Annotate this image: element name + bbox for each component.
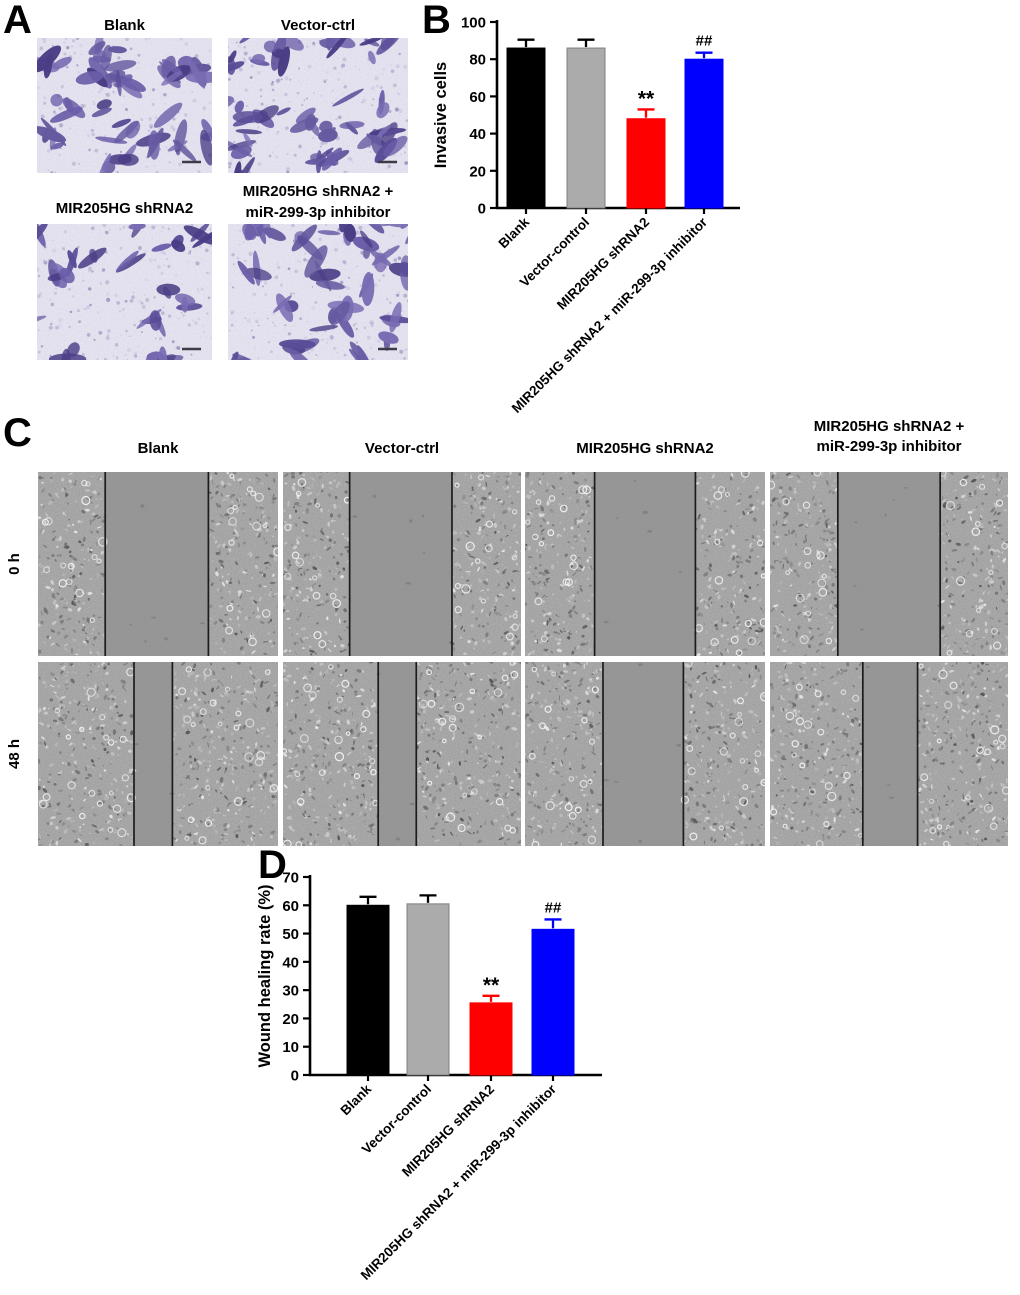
y-tick-label: 50 xyxy=(282,926,299,943)
panel-a-title-shrna2-inhibitor-line2: miR-299-3p inhibitor xyxy=(245,204,391,221)
panel-a-title-vector-ctrl: Vector-ctrl xyxy=(228,16,408,36)
chart-wound-healing-rate: 010203040506070BlankVector-control**MIR2… xyxy=(256,870,602,1283)
bar xyxy=(469,1002,513,1076)
panel-c-head-shrna2-inhibitor: MIR205HG shRNA2 + miR-299-3p inhibitor xyxy=(770,417,1008,457)
panel-c-head-blank-text: Blank xyxy=(137,440,179,457)
panel-a-label: A xyxy=(3,0,32,42)
bar xyxy=(684,58,724,209)
significance-annotation: ## xyxy=(696,33,713,50)
stained-cells xyxy=(228,38,408,173)
panel-c-head-shrna2-text: MIR205HG shRNA2 xyxy=(576,440,714,457)
y-axis-title: Wound healing rate (%) xyxy=(256,884,274,1067)
bar xyxy=(406,903,450,1076)
panel-b-label: B xyxy=(422,0,451,42)
y-tick-label: 20 xyxy=(282,1011,299,1028)
micrograph-invasion-vector-ctrl xyxy=(228,38,408,173)
panel-c-head-blank: Blank xyxy=(38,439,278,459)
bar xyxy=(506,47,546,209)
y-tick-label: 20 xyxy=(469,163,486,180)
panel-c-head-shrna2-inhibitor-line1: MIR205HG shRNA2 + xyxy=(813,418,965,435)
micrograph-wound-0h-shrna2-inhibitor xyxy=(770,472,1008,656)
y-tick-label: 0 xyxy=(478,201,486,218)
micrograph-invasion-shrna2-inhibitor xyxy=(228,224,408,360)
micrograph-wound-0h-shrna2 xyxy=(525,472,765,656)
micrograph-invasion-shrna2 xyxy=(37,224,212,360)
cell-monolayer-texture xyxy=(171,662,278,846)
y-tick-label: 30 xyxy=(282,983,299,1000)
micrograph-invasion-blank xyxy=(37,38,212,173)
micrograph-wound-48h-vector-ctrl xyxy=(283,662,521,846)
cell-monolayer-texture xyxy=(770,472,840,656)
panel-c-label: C xyxy=(3,411,32,455)
significance-annotation: ** xyxy=(638,87,655,110)
micrograph-wound-48h-shrna2-inhibitor xyxy=(770,662,1008,846)
y-tick-label: 40 xyxy=(469,126,486,143)
cell-monolayer-texture xyxy=(415,662,521,846)
y-tick-label: 80 xyxy=(469,52,486,69)
y-tick-label: 60 xyxy=(469,89,486,106)
panel-a-title-vector-ctrl-text: Vector-ctrl xyxy=(280,17,356,34)
panel-a-title-shrna2-text: MIR205HG shRNA2 xyxy=(55,200,194,217)
panel-c-rowlabel-48h: 48 h xyxy=(6,739,23,770)
panel-c-head-vector-ctrl: Vector-ctrl xyxy=(283,439,521,459)
micrograph-wound-0h-vector-ctrl xyxy=(283,472,521,656)
y-tick-label: 0 xyxy=(291,1068,299,1085)
panel-a-title-shrna2-inhibitor-line1: MIR205HG shRNA2 + xyxy=(242,183,394,200)
stained-cells xyxy=(37,38,212,173)
chart-invasive-cells: 020406080100BlankVector-control**MIR205H… xyxy=(432,15,740,416)
bar xyxy=(531,928,575,1076)
y-tick-label: 70 xyxy=(282,870,299,887)
panel-c-rowlabel-0h: 0 h xyxy=(6,553,23,575)
bar xyxy=(566,47,606,209)
panel-d-label: D xyxy=(258,843,287,887)
chart-B: 020406080100BlankVector-control**MIR205H… xyxy=(432,15,740,416)
panel-c-head-vector-ctrl-text: Vector-ctrl xyxy=(364,440,440,457)
panel-a-title-blank: Blank xyxy=(37,16,212,36)
cell-monolayer-texture xyxy=(916,662,1008,846)
y-tick-label: 40 xyxy=(282,954,299,971)
stained-cells xyxy=(37,224,212,360)
cell-monolayer-texture xyxy=(525,662,604,846)
micrograph-wound-0h-blank xyxy=(38,472,278,656)
y-tick-label: 100 xyxy=(461,15,486,32)
cell-monolayer-texture xyxy=(283,662,380,846)
bar xyxy=(346,904,390,1076)
panel-a-title-shrna2-inhibitor: MIR205HG shRNA2 + miR-299-3p inhibitor xyxy=(226,181,410,223)
y-axis-title: Invasive cells xyxy=(432,62,450,168)
x-category-label: Blank xyxy=(338,1081,375,1118)
panel-a-title-shrna2: MIR205HG shRNA2 xyxy=(37,199,212,219)
x-category-label: MIR205HG shRNA2 + miR-299-3p inhibitor xyxy=(509,214,711,416)
cell-monolayer-texture xyxy=(449,472,521,656)
panel-c-head-shrna2: MIR205HG shRNA2 xyxy=(525,439,765,459)
panel-a-title-blank-text: Blank xyxy=(104,17,145,34)
y-tick-label: 10 xyxy=(282,1039,299,1056)
panel-c-head-shrna2-inhibitor-line2: miR-299-3p inhibitor xyxy=(816,438,962,455)
chart-D: 010203040506070BlankVector-control**MIR2… xyxy=(256,870,602,1283)
cell-monolayer-texture xyxy=(770,662,865,846)
cell-monolayer-texture xyxy=(680,662,765,846)
cell-monolayer-texture xyxy=(693,472,765,656)
micrograph-wound-48h-blank xyxy=(38,662,278,846)
cell-monolayer-texture xyxy=(38,472,108,656)
y-tick-label: 60 xyxy=(282,898,299,915)
cell-monolayer-texture xyxy=(207,472,278,655)
significance-annotation: ** xyxy=(483,974,500,997)
significance-annotation: ## xyxy=(545,899,562,916)
bar xyxy=(626,118,666,209)
stained-cells xyxy=(230,224,408,360)
x-category-label: Blank xyxy=(496,214,533,251)
micrograph-wound-48h-shrna2 xyxy=(525,662,765,846)
cell-monolayer-texture xyxy=(525,472,596,656)
cell-monolayer-texture xyxy=(38,662,137,846)
